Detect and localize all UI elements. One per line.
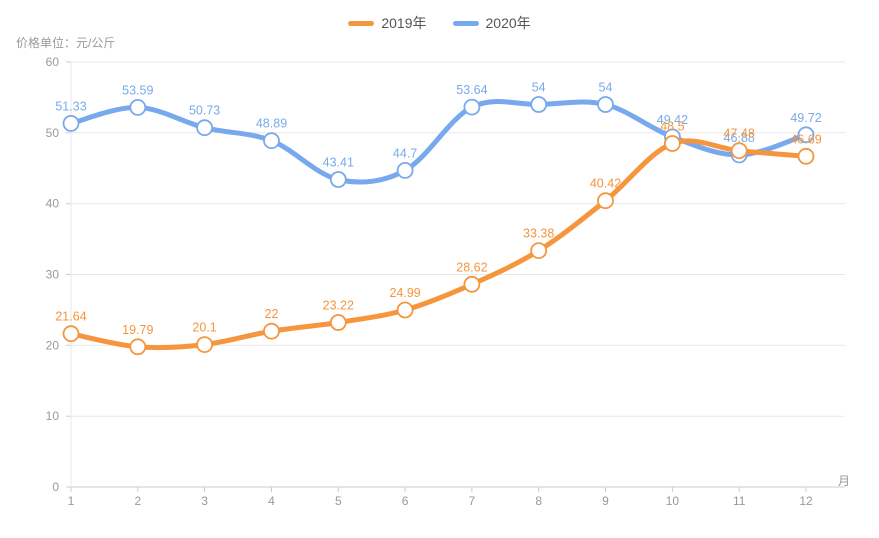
- data-point-label: 54: [599, 81, 613, 95]
- data-point-label: 47.48: [724, 127, 755, 141]
- series-line: [68, 138, 809, 351]
- data-point-label: 40.42: [590, 177, 621, 191]
- data-point-label: 44.7: [393, 146, 417, 160]
- data-point-label: 22: [265, 307, 279, 321]
- series-2019: 21.64 19.79 20.1 22 23.22 24.99 28.62 33.38 40.4…: [55, 120, 822, 356]
- data-point: [396, 301, 414, 319]
- x-tick-label-11: 11: [733, 494, 746, 508]
- legend-label: 2019年: [381, 15, 427, 31]
- x-tick-label-9: 9: [602, 494, 609, 508]
- data-point-label: 53.64: [456, 83, 487, 97]
- data-point-label: 28.62: [456, 260, 487, 274]
- x-tick-label-12: 12: [799, 494, 813, 508]
- data-point-label: 46.88: [724, 131, 755, 145]
- legend-line-mark: [348, 20, 375, 26]
- data-point: [797, 126, 815, 144]
- legend-line-mark: [452, 20, 479, 26]
- data-point: [329, 171, 347, 188]
- data-point-label: 33.38: [523, 227, 554, 241]
- x-tick-label-2: 2: [134, 494, 141, 508]
- y-tick-label-0: 0: [52, 480, 59, 494]
- data-point: [396, 161, 414, 179]
- series-layer: 51.33 53.59 50.73 48.89 43.41 44.7 53.64 54 54 49…: [55, 81, 822, 356]
- legend-item-2020[interactable]: 2020年: [452, 13, 531, 33]
- x-tick-label-7: 7: [469, 494, 476, 508]
- data-point: [129, 99, 147, 116]
- y-tick-label-40: 40: [46, 197, 60, 211]
- y-tick-label-20: 20: [46, 338, 60, 352]
- data-point: [463, 275, 481, 293]
- legend-item-2019[interactable]: 2019年: [348, 13, 427, 33]
- legend: 2019年 2020年: [0, 13, 879, 33]
- data-point: [62, 325, 80, 343]
- data-point-label: 48.5: [660, 120, 684, 134]
- data-point: [797, 147, 815, 165]
- data-point: [597, 96, 614, 113]
- data-point: [263, 322, 280, 340]
- x-tick-label-3: 3: [201, 494, 208, 508]
- data-point: [463, 98, 481, 116]
- y-axis-unit-label: 价格单位：元/公斤: [16, 36, 116, 50]
- data-point-label: 53.59: [122, 83, 153, 97]
- y-tick-label-50: 50: [46, 126, 60, 140]
- data-point-label: 49.72: [790, 111, 821, 125]
- data-point-label: 23.22: [323, 299, 354, 313]
- data-point-label: 20.1: [192, 321, 216, 335]
- data-point-label: 43.41: [323, 156, 354, 170]
- data-point-label: 24.99: [389, 286, 420, 300]
- data-point-label: 46.69: [790, 132, 821, 146]
- data-point-label: 19.79: [122, 323, 153, 337]
- x-axis-unit-label: 月: [838, 474, 850, 488]
- series-2020: 51.33 53.59 50.73 48.89 43.41 44.7 53.64 54 54 49…: [55, 81, 822, 188]
- data-point: [530, 242, 548, 260]
- legend-label: 2020年: [485, 15, 531, 31]
- x-tick-label-6: 6: [402, 494, 409, 508]
- data-point-label: 54: [532, 81, 546, 95]
- data-point: [62, 115, 80, 132]
- data-point-label: 21.64: [55, 310, 86, 324]
- data-point-label: 48.89: [256, 117, 287, 131]
- x-tick-label-5: 5: [335, 494, 342, 508]
- x-tick-label-4: 4: [268, 494, 275, 508]
- x-tick-label-10: 10: [666, 494, 680, 508]
- y-tick-label-10: 10: [46, 409, 60, 423]
- data-point: [730, 142, 748, 160]
- y-tick-label-60: 60: [46, 55, 60, 69]
- data-point: [329, 314, 347, 331]
- data-point-label: 51.33: [55, 99, 86, 113]
- data-point: [263, 132, 280, 150]
- data-point: [664, 135, 681, 152]
- data-point: [597, 192, 614, 210]
- data-point: [530, 96, 548, 113]
- y-tick-label-30: 30: [46, 268, 60, 282]
- data-point: [196, 119, 214, 137]
- x-tick-label-1: 1: [68, 494, 75, 508]
- data-point: [129, 338, 147, 356]
- data-point-label: 50.73: [189, 104, 220, 118]
- x-tick-label-8: 8: [535, 494, 542, 508]
- data-point: [196, 336, 214, 354]
- data-point-label: 49.42: [657, 113, 688, 127]
